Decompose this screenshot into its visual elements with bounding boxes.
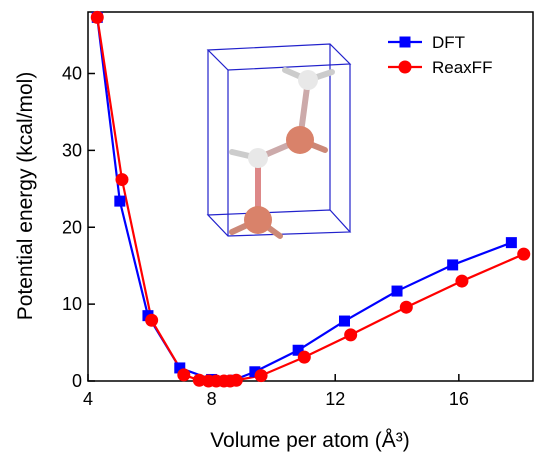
data-point bbox=[455, 274, 469, 288]
x-tick-label: 8 bbox=[207, 389, 217, 409]
legend-label: ReaxFF bbox=[432, 58, 492, 77]
data-point bbox=[344, 328, 358, 342]
legend-label: DFT bbox=[432, 33, 465, 52]
data-point bbox=[297, 350, 311, 364]
inset-molecule bbox=[229, 67, 335, 239]
inset-box bbox=[206, 43, 352, 71]
data-point bbox=[505, 237, 517, 249]
y-tick-label: 20 bbox=[62, 217, 82, 237]
atom bbox=[244, 206, 272, 234]
data-point bbox=[114, 195, 126, 207]
x-tick-label: 4 bbox=[83, 389, 93, 409]
y-axis-title: Potential energy (kcal/mol) bbox=[14, 72, 37, 321]
y-tick-label: 10 bbox=[62, 294, 82, 314]
data-point bbox=[115, 173, 129, 187]
data-point bbox=[447, 259, 459, 271]
y-tick-label: 0 bbox=[72, 371, 82, 391]
data-point bbox=[177, 368, 191, 382]
data-point bbox=[391, 285, 403, 297]
x-tick-label: 16 bbox=[449, 389, 469, 409]
x-axis-title: Volume per atom (Å³) bbox=[210, 429, 410, 452]
data-point bbox=[249, 366, 261, 378]
legend-marker bbox=[399, 36, 411, 48]
data-point bbox=[399, 300, 413, 314]
data-point bbox=[338, 315, 350, 327]
data-point bbox=[192, 373, 206, 387]
data-point bbox=[145, 313, 159, 327]
data-point bbox=[292, 344, 304, 356]
data-point bbox=[90, 10, 104, 24]
x-tick-label: 12 bbox=[325, 389, 345, 409]
y-tick-label: 30 bbox=[62, 140, 82, 160]
data-point bbox=[254, 369, 268, 383]
data-point bbox=[174, 362, 186, 374]
legend-marker bbox=[398, 60, 412, 74]
series-line bbox=[96, 17, 512, 382]
atom bbox=[298, 70, 318, 90]
y-tick-label: 40 bbox=[62, 64, 82, 84]
atom bbox=[286, 126, 314, 154]
atom bbox=[248, 148, 268, 168]
data-point bbox=[517, 247, 531, 261]
plot-frame bbox=[87, 11, 534, 382]
data-point bbox=[229, 373, 243, 387]
